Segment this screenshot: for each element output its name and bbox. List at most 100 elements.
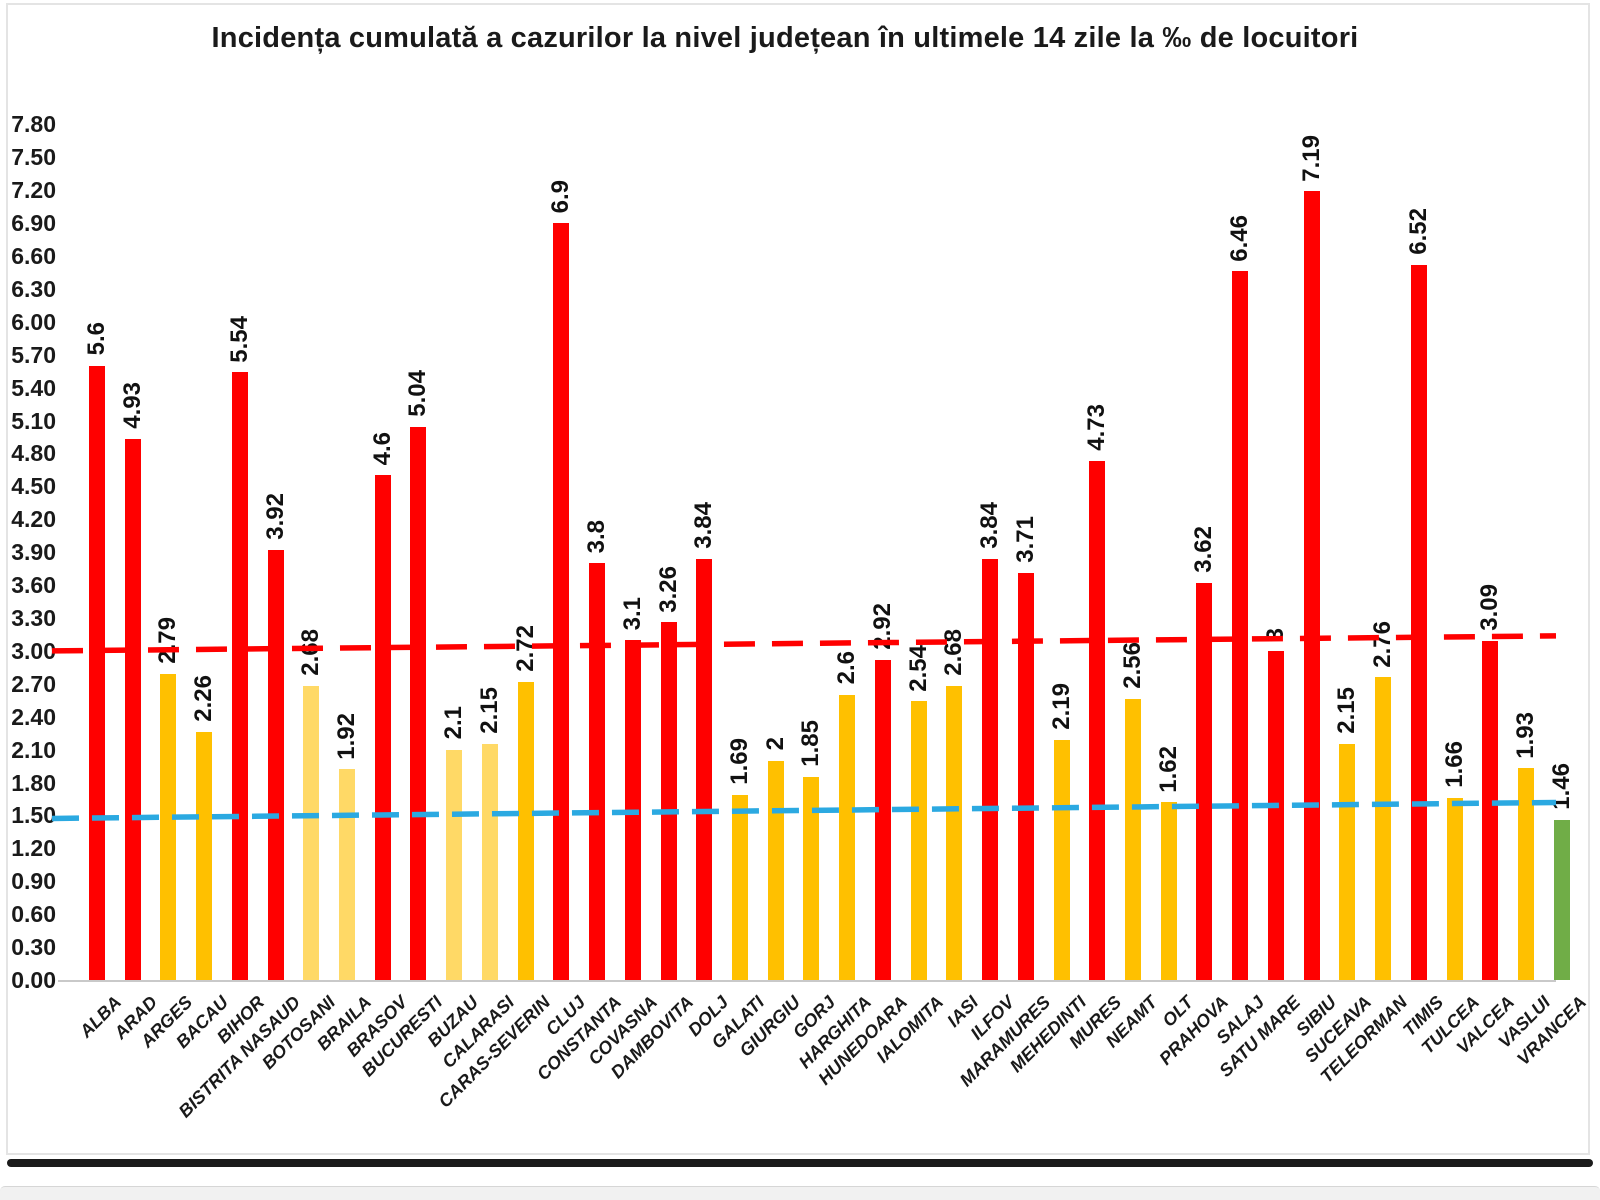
bar-value-arges: 2.79	[154, 617, 182, 664]
y-tick-3.00: 3.00	[11, 637, 56, 664]
bar-slot-bacau: 2.26	[186, 0, 222, 980]
bar-value-giurgiu: 2	[761, 737, 789, 751]
bar-value-dambovita: 3.26	[654, 565, 682, 613]
bar-slot-galati: 1.69	[722, 0, 758, 980]
bar-slot-dambovita: 3.26	[651, 0, 687, 980]
bar-value-wrap-mures: 4.73	[1079, 404, 1115, 451]
bar-value-wrap-gorj: 1.85	[794, 720, 830, 767]
bar-value-mehedinti: 2.19	[1047, 683, 1075, 730]
bar-harghita	[839, 694, 856, 980]
bar-slot-calarasi: 2.15	[472, 0, 508, 980]
y-tick-1.80: 1.80	[11, 769, 56, 796]
bar-slot-ialomita: 2.54	[901, 0, 937, 980]
x-axis-line	[58, 980, 1556, 982]
y-tick-5.40: 5.40	[11, 374, 56, 401]
bar-slot-dolj: 3.84	[686, 0, 722, 980]
bar-slot-sibiu: 7.19	[1294, 0, 1330, 980]
y-axis: 0.00 0.30 0.60 0.90 1.20 1.50 1.80 2.10 2.40 2.70…	[0, 0, 56, 1000]
y-tick-7.50: 7.50	[11, 144, 56, 171]
bar-value-suceava: 2.15	[1333, 687, 1361, 735]
y-tick-3.60: 3.60	[11, 572, 56, 599]
bar-slot-harghita: 2.6	[829, 0, 865, 980]
bar-constanta	[589, 563, 606, 980]
bar-bistrita-nasaud	[267, 549, 284, 980]
bar-slot-neamt: 2.56	[1115, 0, 1151, 980]
bar-buzau	[446, 749, 463, 980]
y-tick-0.30: 0.30	[11, 934, 56, 961]
bar-value-wrap-iasi: 2.68	[937, 629, 973, 676]
bar-slot-vrancea: 1.46	[1544, 0, 1580, 980]
bar-covasna	[624, 639, 641, 980]
y-tick-6.90: 6.90	[11, 210, 56, 237]
bar-value-olt: 1.62	[1154, 745, 1182, 793]
y-tick-1.20: 1.20	[11, 835, 56, 862]
bar-value-salaj: 6.46	[1226, 214, 1254, 262]
bar-value-wrap-bistrita-nasaud: 3.92	[258, 493, 294, 540]
y-tick-0.00: 0.00	[11, 967, 56, 993]
y-tick-3.90: 3.90	[11, 539, 56, 566]
bar-arad	[124, 439, 141, 980]
bar-value-calarasi: 2.15	[475, 687, 503, 735]
bar-mehedinti	[1053, 739, 1070, 980]
bar-value-valcea: 3.09	[1476, 584, 1504, 632]
bar-slot-suceava: 2.15	[1330, 0, 1366, 980]
y-tick-6.30: 6.30	[11, 275, 56, 302]
bar-value-bacau: 2.26	[190, 675, 218, 723]
bar-value-mures: 4.73	[1083, 404, 1111, 452]
bar-bacau	[196, 732, 213, 980]
y-tick-0.90: 0.90	[11, 868, 56, 895]
horizontal-scrollbar[interactable]	[0, 1186, 1600, 1200]
bar-value-wrap-arad: 4.93	[115, 382, 151, 429]
bar-slot-teleorman: 2.76	[1365, 0, 1401, 980]
bar-value-wrap-arges: 2.79	[150, 617, 186, 664]
bar-value-wrap-giurgiu: 2	[758, 737, 794, 750]
bar-value-braila: 1.92	[332, 712, 360, 760]
y-tick-4.20: 4.20	[11, 506, 56, 533]
bar-suceava	[1339, 744, 1356, 980]
bar-mures	[1089, 461, 1106, 980]
bar-gorj	[803, 777, 820, 980]
bar-value-tulcea: 1.66	[1440, 741, 1468, 788]
bar-value-wrap-mehedinti: 2.19	[1044, 683, 1080, 730]
bar-slot-timis: 6.52	[1401, 0, 1437, 980]
bottom-divider-bar	[7, 1159, 1593, 1167]
bar-botosani	[303, 686, 320, 980]
y-tick-7.20: 7.20	[11, 177, 56, 204]
bar-value-wrap-bacau: 2.26	[186, 675, 222, 722]
y-tick-2.10: 2.10	[11, 736, 56, 763]
bar-value-ilfov: 3.84	[976, 502, 1004, 549]
bar-value-wrap-tulcea: 1.66	[1437, 741, 1473, 788]
bar-value-sibiu: 7.19	[1297, 134, 1325, 182]
bar-value-vaslui: 1.93	[1512, 711, 1540, 759]
bar-value-caras-severin: 2.72	[511, 624, 539, 672]
bar-slot-olt: 1.62	[1151, 0, 1187, 980]
bar-value-wrap-neamt: 2.56	[1115, 642, 1151, 689]
y-tick-3.30: 3.30	[11, 604, 56, 631]
bar-value-constanta: 3.8	[583, 519, 611, 554]
bar-value-wrap-brasov: 4.6	[365, 432, 401, 465]
bar-value-ialomita: 2.54	[904, 644, 932, 692]
bar-value-botosani: 2.68	[297, 629, 325, 677]
bar-salaj	[1232, 271, 1249, 980]
y-tick-1.50: 1.50	[11, 802, 56, 829]
bar-value-wrap-caras-severin: 2.72	[508, 625, 544, 672]
y-tick-0.60: 0.60	[11, 901, 56, 928]
bar-value-bucuresti: 5.04	[404, 370, 432, 418]
bar-value-buzau: 2.1	[440, 706, 468, 740]
bar-value-wrap-bihor: 5.54	[222, 316, 258, 363]
bar-value-prahova: 3.62	[1190, 526, 1218, 573]
bar-slot-bistrita-nasaud: 3.92	[258, 0, 294, 980]
bar-slot-hunedoara: 2.92	[865, 0, 901, 980]
bar-slot-covasna: 3.1	[615, 0, 651, 980]
bar-value-wrap-dambovita: 3.26	[651, 566, 687, 613]
bar-slot-bucuresti: 5.04	[401, 0, 437, 980]
bar-caras-severin	[517, 681, 534, 980]
bar-value-wrap-satu-mare: 3	[1258, 628, 1294, 641]
bar-giurgiu	[767, 760, 784, 980]
bar-value-bistrita-nasaud: 3.92	[261, 493, 289, 540]
y-tick-5.10: 5.10	[11, 407, 56, 434]
bar-value-timis: 6.52	[1404, 208, 1432, 255]
bar-slot-gorj: 1.85	[794, 0, 830, 980]
bar-olt	[1160, 802, 1177, 980]
chart-title: Incidența cumulată a cazurilor la nivel …	[211, 22, 1359, 54]
